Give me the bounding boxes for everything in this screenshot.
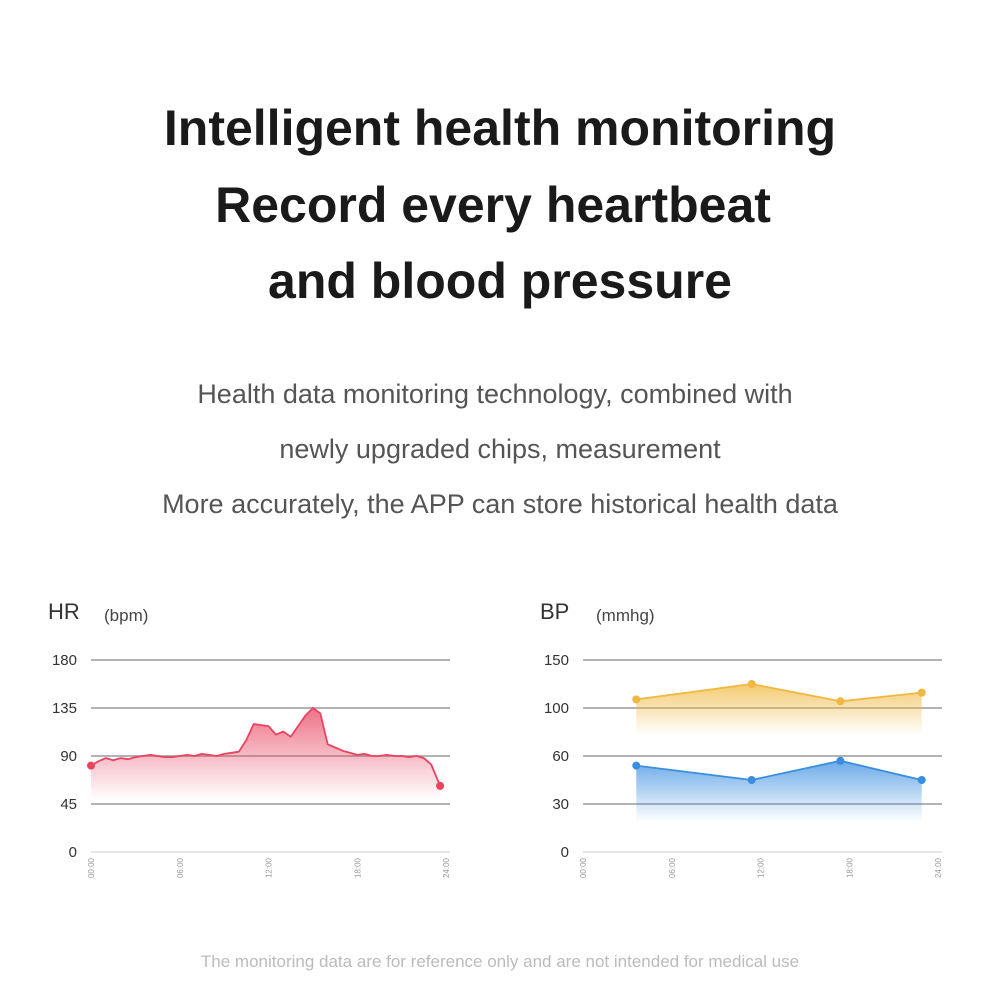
point — [836, 697, 845, 706]
chart-unit: (mmhg) — [596, 606, 655, 625]
x-tick-label: 12:00 — [757, 857, 766, 878]
x-tick-label: 12:00 — [265, 857, 274, 878]
y-tick-label: 0 — [69, 844, 77, 861]
x-tick-label: 24:00 — [442, 857, 451, 878]
line — [90, 707, 441, 787]
x-tick-label: 06:00 — [176, 857, 185, 878]
point — [917, 688, 926, 697]
point — [747, 680, 756, 688]
point — [632, 695, 641, 704]
description: newly upgraded chips, measurement — [279, 434, 721, 464]
x-tick-label: 24:00 — [934, 857, 943, 878]
point — [836, 756, 845, 765]
y-tick-label: 135 — [52, 700, 77, 717]
x-tick-label: 18:00 — [353, 857, 362, 878]
line — [636, 759, 922, 781]
point — [436, 781, 445, 790]
point — [917, 776, 926, 784]
point — [632, 761, 641, 770]
y-tick-label: 0 — [561, 844, 569, 861]
y-tick-label: 60 — [552, 748, 569, 765]
disclaimer: The monitoring data are for reference on… — [201, 952, 799, 971]
area — [636, 760, 922, 822]
chart-title: BP — [540, 599, 569, 624]
chart-unit: (bpm) — [104, 606, 148, 625]
headline: Intelligent health monitoring — [164, 100, 836, 156]
headline: Record every heartbeat — [215, 177, 771, 233]
headline: and blood pressure — [268, 253, 732, 309]
description: Health data monitoring technology, combi… — [197, 379, 792, 409]
x-tick-label: 06:00 — [668, 857, 677, 878]
y-tick-label: 45 — [60, 796, 77, 813]
x-tick-label: 18:00 — [845, 857, 854, 878]
x-tick-label: 00:00 — [579, 857, 588, 878]
description: More accurately, the APP can store histo… — [162, 489, 839, 519]
line — [636, 683, 922, 703]
x-tick-label: 00:00 — [87, 857, 96, 878]
y-tick-label: 30 — [552, 796, 569, 813]
y-tick-label: 180 — [52, 652, 77, 669]
point — [87, 761, 95, 770]
chart-title: HR — [48, 599, 80, 624]
y-tick-label: 100 — [544, 700, 569, 717]
y-tick-label: 90 — [60, 748, 77, 765]
area — [91, 708, 441, 800]
y-tick-label: 150 — [544, 652, 569, 669]
area — [636, 684, 922, 735]
point — [747, 776, 756, 784]
